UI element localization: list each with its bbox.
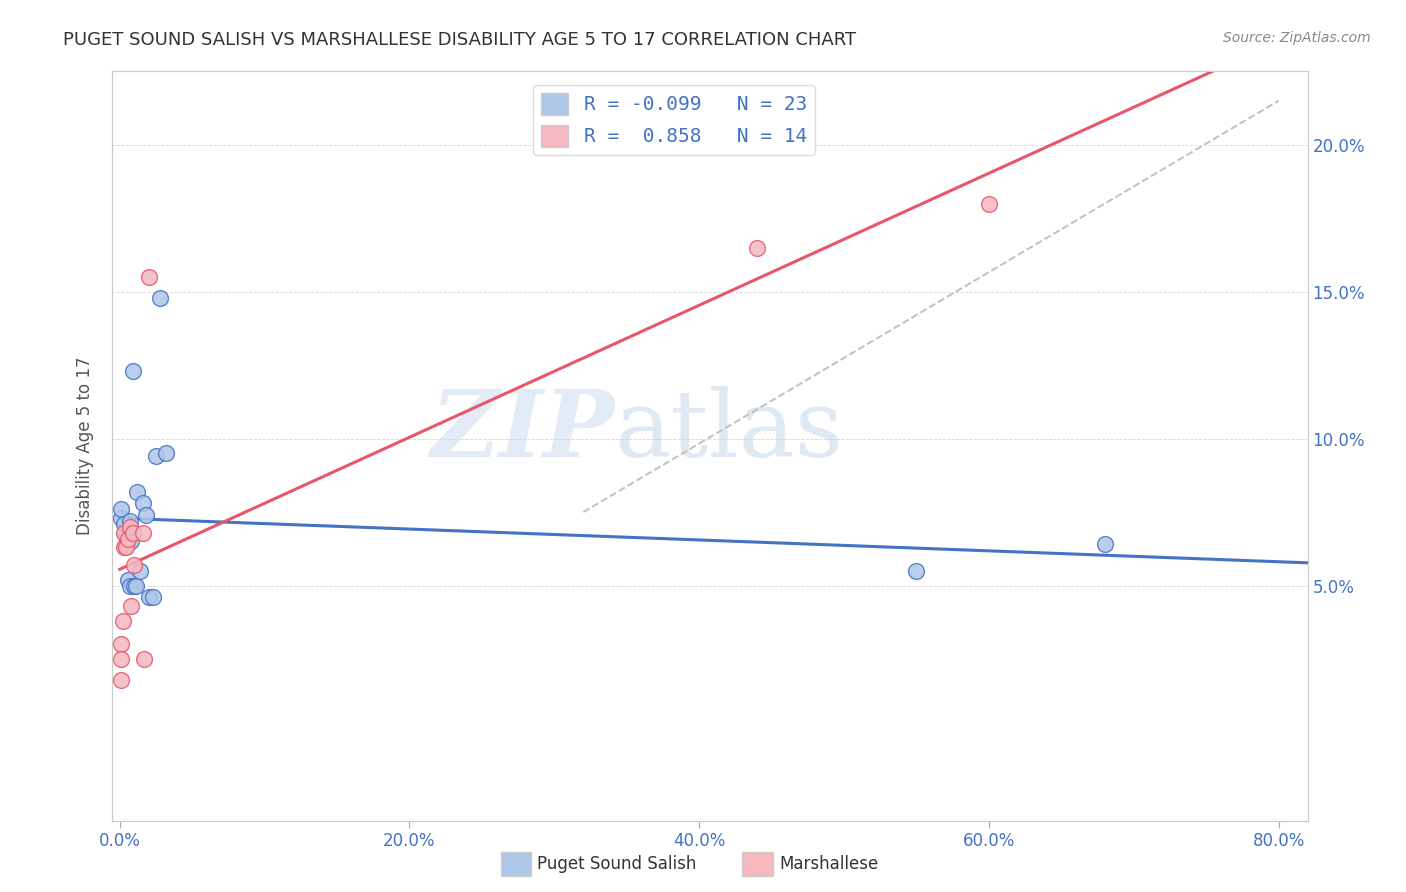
Text: Source: ZipAtlas.com: Source: ZipAtlas.com — [1223, 31, 1371, 45]
Point — [112, 525, 135, 540]
Point — [117, 573, 139, 587]
Point — [121, 525, 143, 540]
Point — [112, 541, 135, 555]
Point — [132, 525, 155, 540]
Point — [117, 532, 139, 546]
Point — [135, 508, 157, 522]
Point — [121, 364, 143, 378]
Point — [127, 484, 149, 499]
Bar — [501, 853, 531, 876]
Point — [905, 564, 928, 578]
Point — [118, 578, 141, 592]
Point — [122, 578, 145, 592]
Point — [138, 591, 160, 605]
Point — [124, 578, 146, 592]
Text: Puget Sound Salish: Puget Sound Salish — [537, 855, 696, 873]
Point — [114, 528, 136, 542]
Point — [110, 502, 132, 516]
Point — [120, 599, 142, 614]
Point — [745, 241, 768, 255]
Point — [115, 537, 138, 551]
Text: ZIP: ZIP — [430, 386, 614, 476]
Text: PUGET SOUND SALISH VS MARSHALLESE DISABILITY AGE 5 TO 17 CORRELATION CHART: PUGET SOUND SALISH VS MARSHALLESE DISABI… — [63, 31, 856, 49]
Point — [114, 541, 136, 555]
Point — [149, 291, 172, 305]
Point — [132, 496, 155, 510]
Point — [110, 673, 132, 687]
Point — [1094, 537, 1116, 551]
Point — [138, 270, 160, 285]
Point — [110, 652, 132, 666]
Bar — [742, 853, 773, 876]
Point — [111, 614, 134, 628]
Point — [110, 511, 132, 525]
Point — [977, 196, 1000, 211]
Point — [110, 637, 132, 651]
Text: atlas: atlas — [614, 386, 844, 476]
Legend: R = -0.099   N = 23, R =  0.858   N = 14: R = -0.099 N = 23, R = 0.858 N = 14 — [533, 85, 815, 155]
Point — [155, 446, 177, 460]
Text: Marshallese: Marshallese — [779, 855, 879, 873]
Point — [129, 564, 152, 578]
Point — [118, 514, 141, 528]
Point — [120, 534, 142, 549]
Point — [145, 450, 167, 464]
Point — [122, 558, 145, 572]
Point — [134, 652, 156, 666]
Y-axis label: Disability Age 5 to 17: Disability Age 5 to 17 — [76, 357, 94, 535]
Point — [118, 520, 141, 534]
Point — [112, 516, 135, 531]
Point — [142, 591, 165, 605]
